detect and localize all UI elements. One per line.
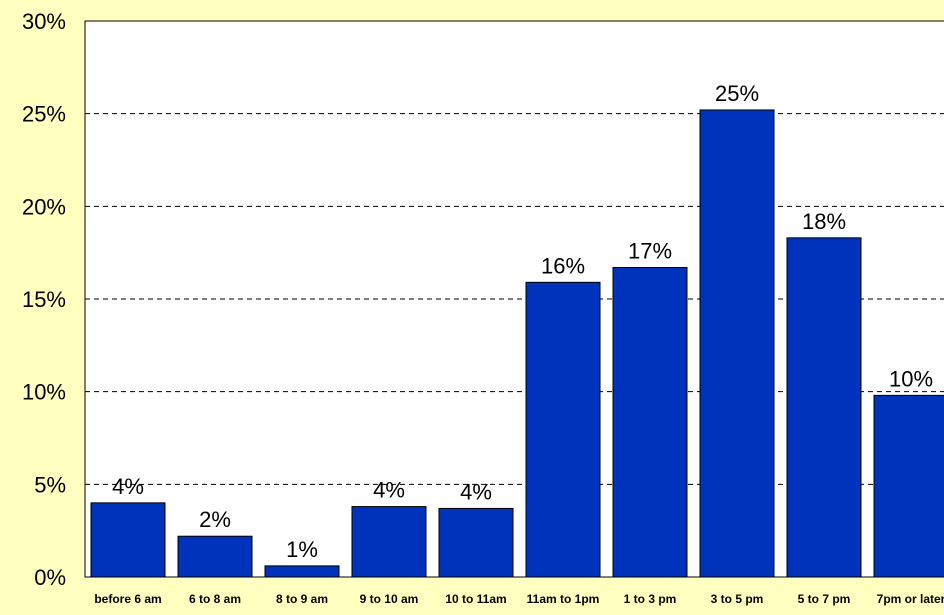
bar	[264, 565, 340, 578]
x-axis-labels: before 6 am 6 to 8 am 8 to 9 am 9 to 10 am 1…	[94, 592, 944, 606]
bar	[786, 237, 862, 578]
bar	[351, 506, 427, 578]
bar	[525, 281, 601, 578]
data-label: 17%	[628, 238, 672, 263]
bar	[438, 507, 514, 578]
x-tick-label: 5 to 7 pm	[798, 592, 851, 606]
data-label: 18%	[802, 209, 846, 234]
x-tick-label: 11am to 1pm	[527, 592, 600, 606]
data-label: 1%	[286, 537, 318, 562]
y-tick-label: 20%	[22, 194, 66, 219]
data-label: 4%	[373, 478, 405, 503]
x-tick-label: 8 to 9 am	[276, 592, 328, 606]
x-tick-label: before 6 am	[94, 592, 161, 606]
x-tick-label: 10 to 11am	[445, 592, 506, 606]
bar	[90, 502, 166, 578]
y-tick-label: 15%	[22, 287, 66, 312]
data-labels: 4% 2% 1% 4% 4% 16% 17% 25% 18% 10%	[112, 81, 933, 562]
x-tick-label: 7pm or later	[877, 592, 944, 606]
data-label: 4%	[460, 479, 492, 504]
x-tick-label: 3 to 5 pm	[711, 592, 764, 606]
x-tick-label: 1 to 3 pm	[624, 592, 677, 606]
bar	[177, 535, 253, 578]
y-tick-label: 25%	[22, 102, 66, 127]
bars	[90, 109, 944, 578]
data-label: 10%	[889, 366, 933, 391]
bar	[873, 394, 944, 578]
bar	[612, 266, 688, 578]
y-tick-label: 30%	[22, 9, 66, 34]
y-tick-label: 0%	[34, 565, 66, 590]
data-label: 4%	[112, 474, 144, 499]
bar	[699, 109, 775, 578]
plot-border	[84, 20, 944, 578]
y-axis-ticks: 0% 5% 10% 15% 20% 25% 30%	[22, 9, 66, 590]
y-tick-label: 5%	[34, 472, 66, 497]
x-tick-label: 9 to 10 am	[360, 592, 419, 606]
y-tick-label: 10%	[22, 380, 66, 405]
x-tick-label: 6 to 8 am	[189, 592, 241, 606]
data-label: 2%	[199, 507, 231, 532]
data-label: 16%	[541, 253, 585, 278]
data-label: 25%	[715, 81, 759, 106]
